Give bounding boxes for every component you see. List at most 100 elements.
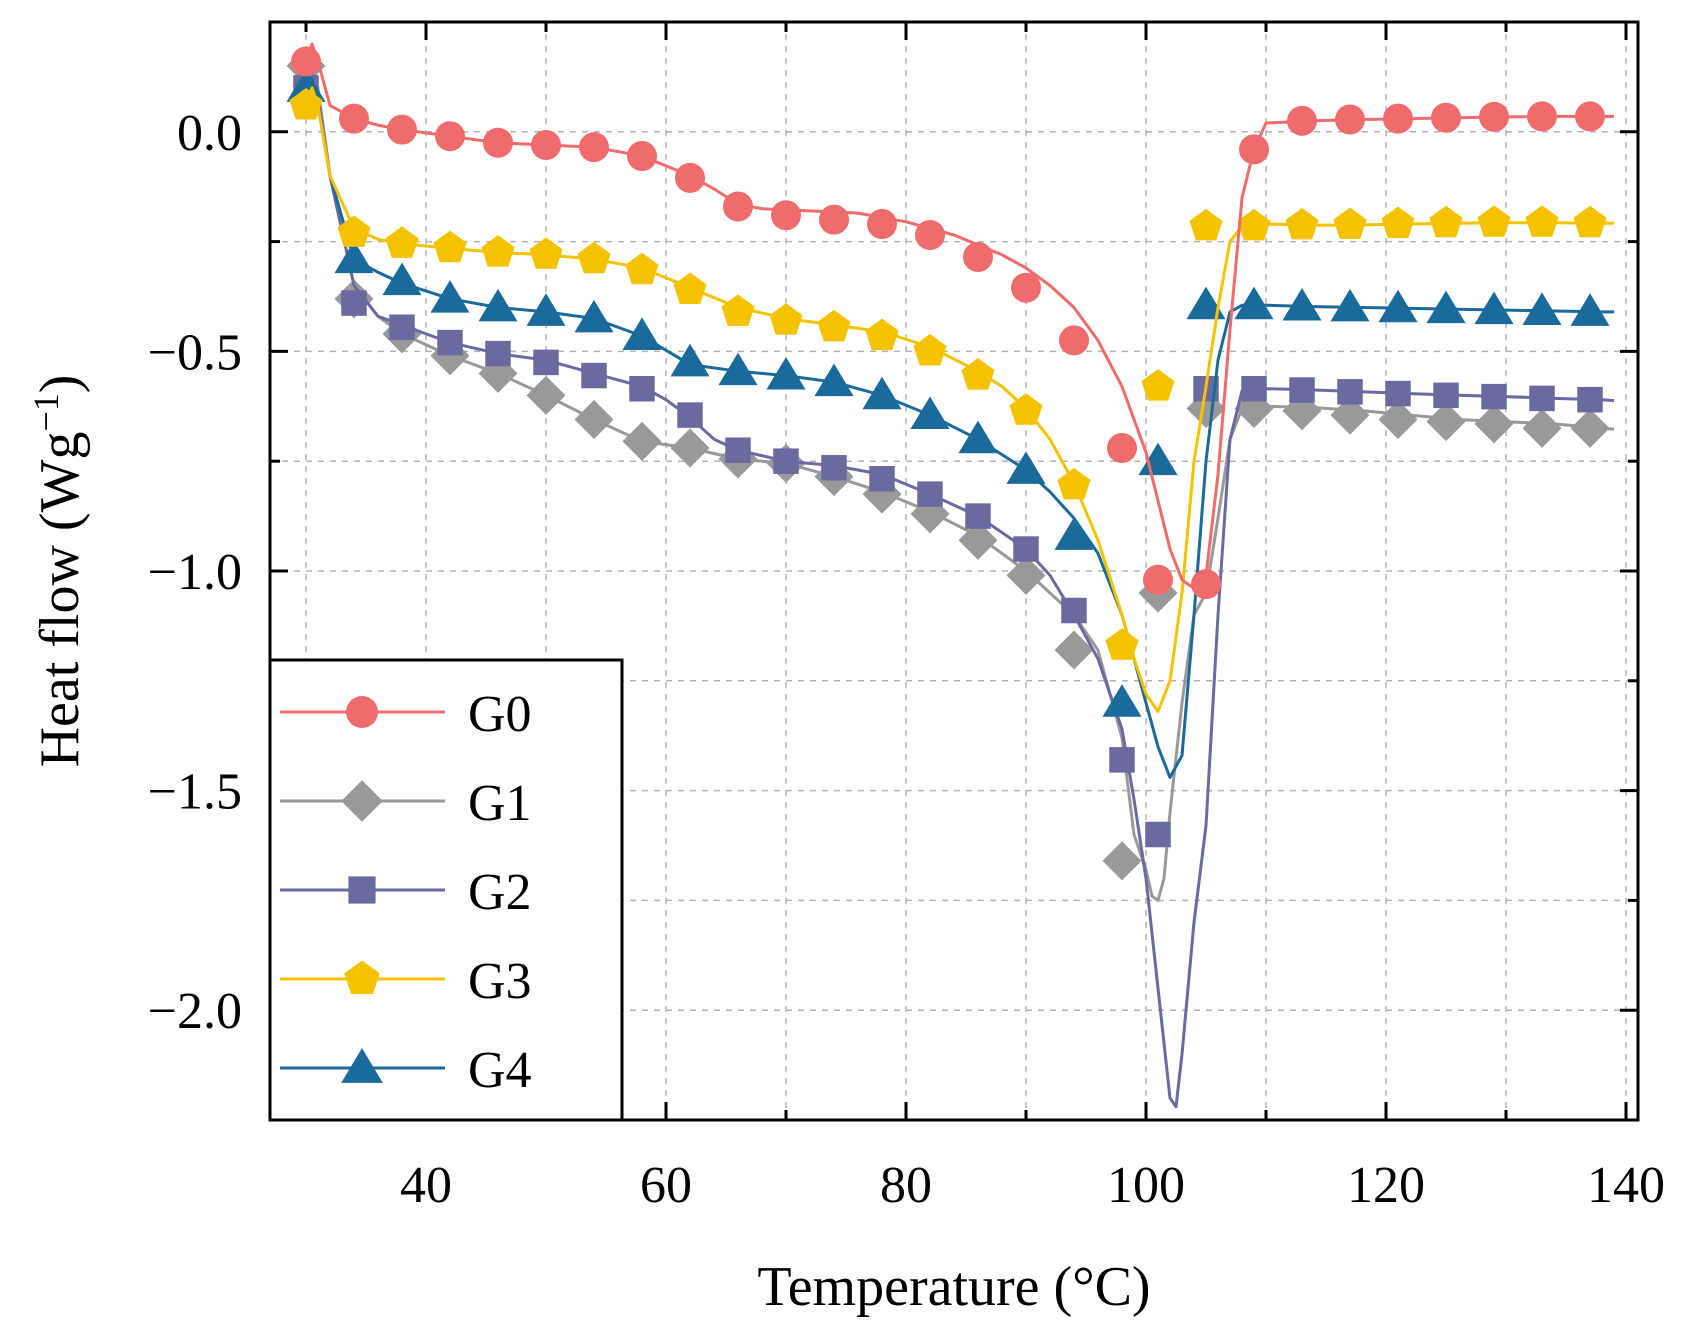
data-point-g0 <box>387 114 417 145</box>
series-g3 <box>289 86 1614 713</box>
data-point-g3 <box>1189 208 1223 241</box>
data-point-g4 <box>622 317 662 350</box>
data-point-g1 <box>1474 404 1514 444</box>
data-point-g3 <box>913 334 947 366</box>
data-point-g3 <box>1525 205 1559 237</box>
data-point-g0 <box>291 46 321 77</box>
data-point-g2 <box>389 314 415 340</box>
data-point-g1 <box>574 399 614 439</box>
x-tick-label: 100 <box>1107 1157 1185 1214</box>
data-point-g3 <box>1105 628 1139 660</box>
data-point-g4 <box>1570 293 1610 326</box>
data-point-g0 <box>1287 105 1317 136</box>
data-point-g2 <box>725 437 751 463</box>
x-tick-label: 140 <box>1587 1157 1665 1214</box>
legend-label: G0 <box>468 686 532 743</box>
data-point-g0 <box>1191 569 1221 600</box>
legend-label: G2 <box>468 864 532 921</box>
data-point-g2 <box>965 503 991 529</box>
data-point-g2 <box>1337 379 1363 405</box>
data-point-g2 <box>629 375 655 402</box>
data-point-g0 <box>963 241 993 272</box>
x-tick-label: 60 <box>640 1157 692 1214</box>
data-point-g4 <box>1378 289 1418 323</box>
legend-item-g0: G0 <box>280 686 532 743</box>
y-tick-label: −1.5 <box>148 764 242 821</box>
data-point-g4 <box>814 363 854 397</box>
data-point-g2 <box>677 402 703 428</box>
x-tick-label: 120 <box>1347 1157 1425 1214</box>
data-point-g0 <box>1239 134 1269 165</box>
y-axis-title-close: ) <box>29 375 91 394</box>
data-point-g4 <box>1426 290 1466 324</box>
legend-marker <box>341 1048 383 1083</box>
data-point-g4 <box>1330 288 1370 322</box>
data-point-g0 <box>675 162 705 193</box>
data-point-g2 <box>1481 383 1507 410</box>
data-point-g2 <box>581 362 607 389</box>
data-point-g4 <box>670 343 710 377</box>
data-point-g1 <box>1570 408 1610 448</box>
legend-marker <box>348 876 376 904</box>
data-point-g4 <box>382 262 422 296</box>
data-point-g3 <box>385 226 419 258</box>
data-point-g3 <box>481 235 515 267</box>
y-axis-title-sup: −1 <box>26 393 66 431</box>
data-point-g0 <box>531 129 561 160</box>
legend-label: G1 <box>468 775 532 832</box>
data-point-g2 <box>1577 386 1603 413</box>
data-point-g2 <box>1433 382 1459 409</box>
data-point-g2 <box>485 340 511 367</box>
legend-label: G3 <box>468 953 532 1010</box>
x-axis-title: Temperature (°C) <box>757 1256 1150 1318</box>
data-point-g4 <box>334 240 374 274</box>
data-point-g0 <box>579 132 609 163</box>
series-g0 <box>291 42 1614 600</box>
data-point-g3 <box>769 303 803 335</box>
data-point-g0 <box>867 209 897 240</box>
data-point-g2 <box>1529 385 1555 412</box>
data-point-g4 <box>1474 291 1514 325</box>
data-point-g2 <box>1241 375 1267 402</box>
data-point-g2 <box>917 481 943 507</box>
data-point-g1 <box>1522 408 1562 448</box>
data-point-g2 <box>1061 597 1087 624</box>
data-point-g0 <box>1575 101 1605 132</box>
data-point-g3 <box>577 241 611 274</box>
data-point-g0 <box>771 200 801 231</box>
data-point-g0 <box>1059 325 1089 356</box>
data-point-g4 <box>1234 286 1274 320</box>
data-point-g2 <box>821 455 847 481</box>
data-point-g1 <box>526 375 566 415</box>
data-point-g3 <box>625 252 659 285</box>
legend-marker <box>346 696 378 728</box>
data-point-g3 <box>1333 207 1367 239</box>
data-point-g3 <box>1573 205 1607 238</box>
data-point-g1 <box>1054 630 1094 670</box>
legend-label: G4 <box>468 1042 532 1099</box>
data-point-g2 <box>773 448 799 474</box>
x-tick-label: 40 <box>400 1157 452 1214</box>
data-point-g3 <box>961 358 995 390</box>
data-point-g3 <box>337 215 371 247</box>
series-g2 <box>293 68 1615 1109</box>
data-point-g4 <box>430 280 470 313</box>
data-point-g3 <box>1429 205 1463 238</box>
data-point-g2 <box>341 290 367 316</box>
data-point-g0 <box>435 121 465 152</box>
data-point-g2 <box>437 329 463 356</box>
data-point-g2 <box>1385 380 1411 407</box>
data-point-g0 <box>1479 101 1509 132</box>
data-point-g3 <box>529 237 563 269</box>
legend-marker <box>341 780 383 822</box>
legend-item-g1: G1 <box>280 775 532 832</box>
data-point-g1 <box>1378 399 1418 439</box>
data-point-g4 <box>1282 288 1322 321</box>
data-point-g3 <box>1381 206 1415 239</box>
data-point-g4 <box>286 69 326 102</box>
data-point-g4 <box>766 356 806 390</box>
data-point-g1 <box>1102 841 1142 881</box>
data-point-g3 <box>1237 208 1271 241</box>
y-tick-label: −1.0 <box>148 544 242 601</box>
